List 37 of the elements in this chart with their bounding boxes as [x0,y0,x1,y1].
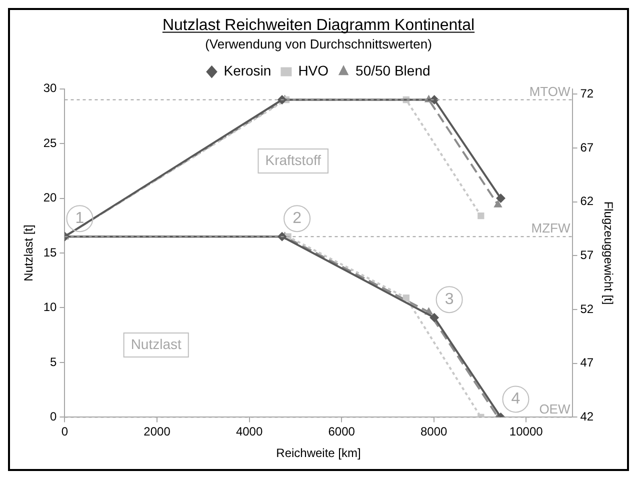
y2-tick-label: 67 [580,140,594,154]
x-axis-title: Reichweite [km] [276,446,361,460]
y2-tick-label: 47 [580,356,594,370]
ref-line-label: OEW [539,401,571,416]
y2-tick-label: 42 [580,410,594,424]
y2-axis-title: Flugzeuggewicht [t] [601,201,616,305]
ref-line-label: MTOW [529,84,571,99]
legend-label: 50/50 Blend [356,62,430,79]
chart-title: Nutzlast Reichweiten Diagramm Kontinental [162,17,475,34]
legend-label: Kerosin [224,62,272,79]
y-tick-label: 30 [43,81,58,96]
y-tick-label: 10 [43,300,58,314]
y-axis-title: Nutzlast [t] [22,224,36,282]
x-tick-label: 2000 [144,424,171,439]
ref-line-label: MZFW [531,220,571,236]
y2-tick-label: 62 [580,194,594,208]
y-tick-label: 15 [43,245,58,260]
y2-tick-label: 52 [580,302,594,316]
y-tick-label: 20 [43,190,58,205]
x-tick-label: 4000 [236,424,263,439]
x-tick-label: 6000 [328,424,356,439]
annotation: 4 [511,390,520,408]
annotation: Nutzlast [130,336,182,352]
x-tick-label: 10000 [509,424,544,439]
y-tick-label: 25 [43,136,58,150]
chart-subtitle: (Verwendung von Durchschnittswerten) [205,36,432,52]
annotation: 2 [292,210,302,227]
y-tick-label: 0 [50,410,58,424]
annotation: 1 [75,210,84,227]
y2-tick-label: 57 [580,248,594,262]
annotation: Kraftstoff [265,152,322,168]
y2-tick-label: 72 [580,86,594,100]
legend-label: HVO [298,62,329,79]
y-tick-label: 5 [50,354,58,369]
x-tick-label: 0 [61,424,68,439]
x-tick-label: 8000 [420,424,448,439]
annotation: 3 [444,290,454,308]
